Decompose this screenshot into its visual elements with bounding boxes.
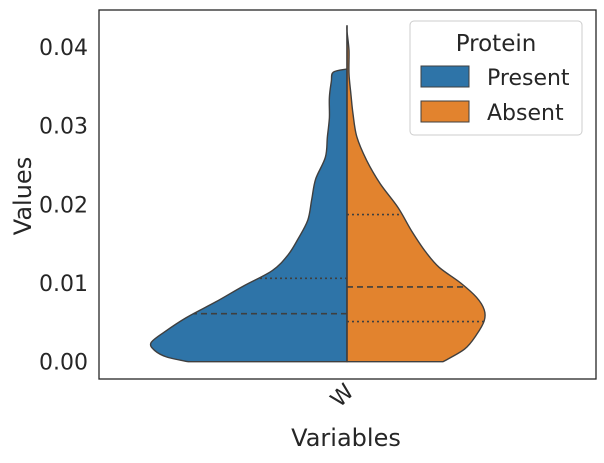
y-tick-label: 0.04 (39, 36, 88, 61)
legend-label-absent: Absent (487, 101, 564, 126)
x-tick-label: W (326, 379, 359, 412)
y-tick-label: 0.03 (39, 115, 88, 140)
y-tick-label: 0.02 (39, 193, 88, 218)
legend: Protein Present Absent (409, 20, 583, 136)
x-axis-label: Variables (291, 424, 401, 452)
y-tick-label: 0.01 (39, 272, 88, 297)
quartile-lines (193, 213, 484, 323)
x-axis-ticks: W (326, 379, 359, 412)
y-axis-label: Values (9, 157, 37, 235)
violin-half-present (149, 68, 348, 363)
legend-label-present: Present (487, 66, 570, 91)
legend-title: Protein (456, 31, 537, 57)
y-axis-ticks: 0.00 0.01 0.02 0.03 0.04 (39, 36, 88, 376)
legend-swatch-present (420, 65, 470, 88)
legend-swatch-absent (420, 100, 470, 123)
y-tick-label: 0.00 (39, 351, 88, 376)
violin-bodies (149, 25, 486, 363)
violin-half-absent (346, 25, 486, 363)
